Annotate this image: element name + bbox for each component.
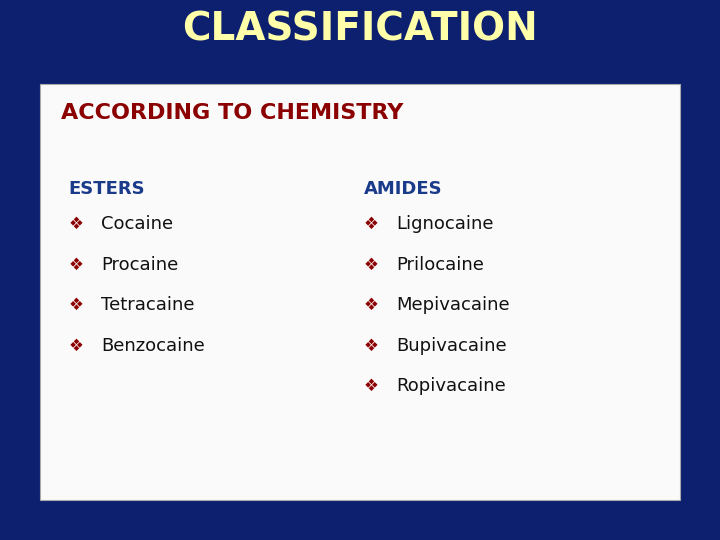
Text: ❖: ❖ <box>68 255 84 274</box>
Text: ACCORDING TO CHEMISTRY: ACCORDING TO CHEMISTRY <box>61 103 404 124</box>
Text: Prilocaine: Prilocaine <box>396 255 484 274</box>
Text: ❖: ❖ <box>68 296 84 314</box>
Text: Ropivacaine: Ropivacaine <box>396 377 505 395</box>
Text: ❖: ❖ <box>68 215 84 233</box>
Text: Tetracaine: Tetracaine <box>101 296 194 314</box>
Text: Benzocaine: Benzocaine <box>101 336 204 355</box>
Text: ❖: ❖ <box>364 215 379 233</box>
Text: Cocaine: Cocaine <box>101 215 173 233</box>
Text: Bupivacaine: Bupivacaine <box>396 336 507 355</box>
Text: ❖: ❖ <box>364 377 379 395</box>
FancyBboxPatch shape <box>40 84 680 500</box>
Text: ❖: ❖ <box>68 336 84 355</box>
Text: ❖: ❖ <box>364 255 379 274</box>
Text: ❖: ❖ <box>364 336 379 355</box>
Text: Mepivacaine: Mepivacaine <box>396 296 510 314</box>
Text: Procaine: Procaine <box>101 255 178 274</box>
Text: AMIDES: AMIDES <box>364 180 442 198</box>
Text: CLASSIFICATION: CLASSIFICATION <box>182 11 538 49</box>
Text: Lignocaine: Lignocaine <box>396 215 493 233</box>
Text: ESTERS: ESTERS <box>68 180 145 198</box>
Text: ❖: ❖ <box>364 296 379 314</box>
